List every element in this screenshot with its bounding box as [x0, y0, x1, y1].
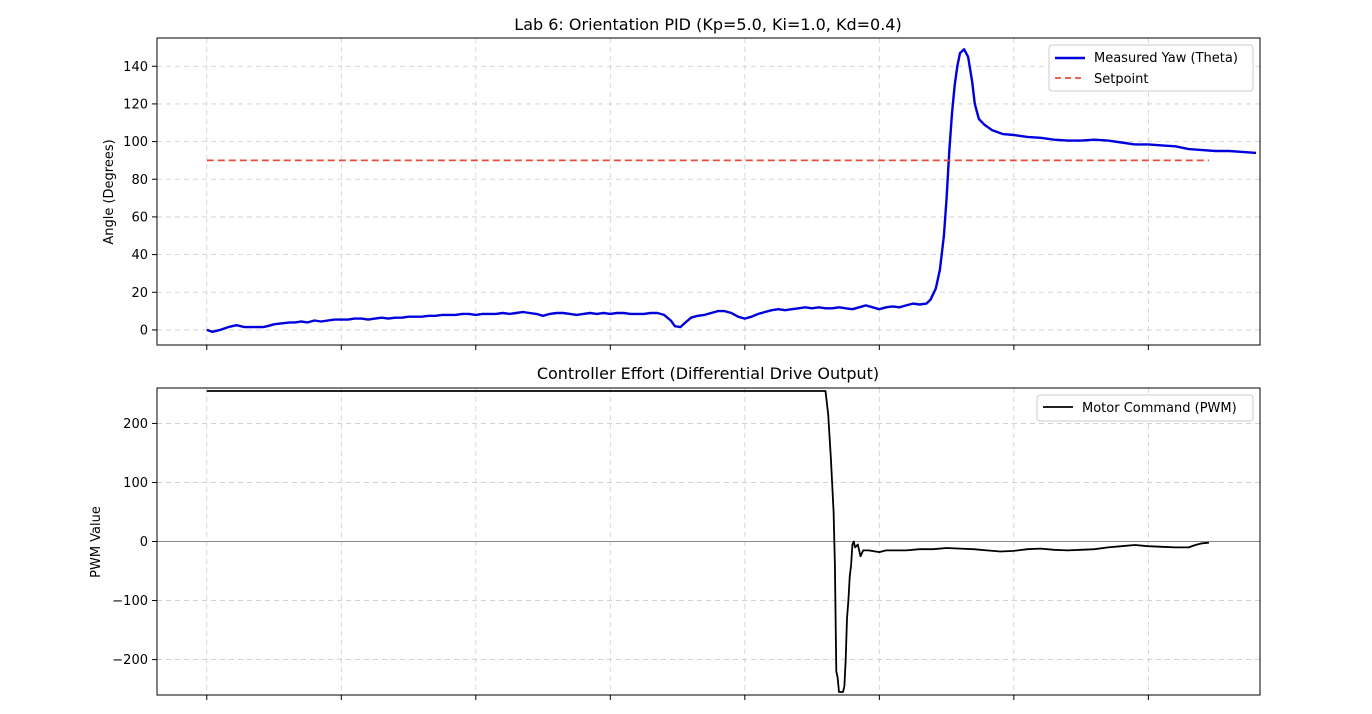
yaw-chart-series [206, 48, 1257, 333]
yaw-chart-ticks: 0 20 40 60 80 100 120 140 [123, 60, 1149, 350]
legend-label-setpoint: Setpoint [1094, 72, 1149, 87]
y-tick-label: 40 [131, 248, 148, 263]
y-tick-label: 80 [131, 173, 148, 188]
legend-label-yaw: Measured Yaw (Theta) [1094, 51, 1238, 66]
yaw-chart-frame [156, 37, 1261, 346]
legend-box [1048, 44, 1254, 92]
measured-yaw-theta-line [206, 48, 1257, 333]
pwm-chart-ticks: −200 −100 0 100 200 [112, 417, 1149, 700]
legend-box [1036, 394, 1254, 422]
pwm-chart-grid [157, 388, 1260, 695]
motor-command-pwm-line [206, 390, 1209, 693]
y-tick-label: 60 [131, 210, 148, 225]
y-tick-label: 120 [123, 97, 148, 112]
yaw-chart: Lab 6: Orientation PID (Kp=5.0, Ki=1.0, … [102, 15, 1261, 350]
yaw-chart-title: Lab 6: Orientation PID (Kp=5.0, Ki=1.0, … [514, 15, 901, 34]
yaw-chart-ylabel: Angle (Degrees) [102, 139, 117, 244]
y-tick-label: 0 [140, 323, 148, 338]
y-tick-label: 140 [123, 60, 148, 75]
pwm-chart-ylabel: PWM Value [89, 506, 104, 578]
y-tick-label: 200 [123, 417, 148, 432]
y-tick-label: −200 [112, 653, 148, 668]
pwm-chart-title: Controller Effort (Differential Drive Ou… [537, 364, 879, 383]
pwm-chart-legend: Motor Command (PWM) [1036, 394, 1254, 422]
y-tick-label: 100 [123, 135, 148, 150]
y-tick-label: 20 [131, 286, 148, 301]
y-tick-label: 100 [123, 476, 148, 491]
legend-label-pwm: Motor Command (PWM) [1082, 401, 1237, 416]
y-tick-label: 0 [140, 535, 148, 550]
pwm-chart-series [206, 390, 1209, 693]
pwm-chart: Controller Effort (Differential Drive Ou… [89, 364, 1261, 700]
y-tick-label: −100 [112, 594, 148, 609]
yaw-chart-legend: Measured Yaw (Theta) Setpoint [1048, 44, 1254, 92]
